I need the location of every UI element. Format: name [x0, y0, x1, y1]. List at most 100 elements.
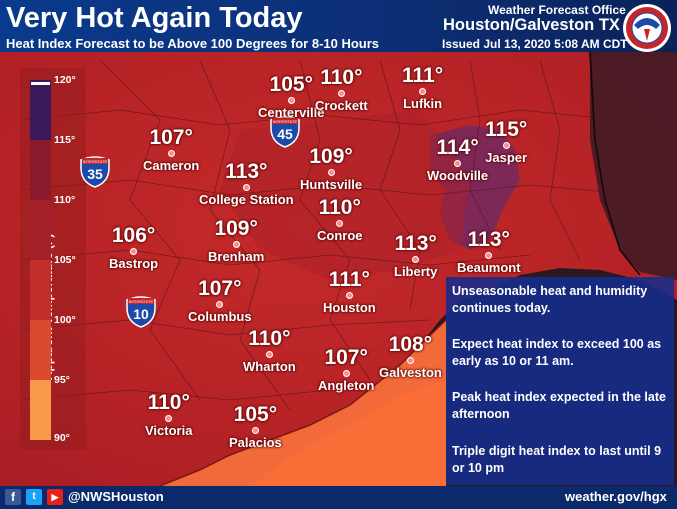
- city-name: Galveston: [379, 365, 442, 380]
- city-name: Bastrop: [109, 256, 159, 271]
- city-name: Wharton: [243, 359, 296, 374]
- office-name: Houston/Galveston TX: [443, 16, 620, 34]
- city-name: Houston: [323, 300, 376, 315]
- legend-tick-90: 90°: [54, 432, 70, 444]
- city-dot: [165, 415, 173, 422]
- city-galveston: 108° Galveston: [379, 334, 442, 380]
- legend-tick-120: 120°: [54, 74, 76, 86]
- city-dot: [419, 88, 427, 95]
- city-value: 106°: [111, 224, 156, 247]
- city-columbus: 107° Columbus: [188, 278, 252, 324]
- city-value: 114°: [436, 136, 479, 159]
- shield-45-number: 45: [277, 126, 293, 142]
- shield-10-number: 10: [133, 306, 149, 322]
- city-name: Centerville: [258, 105, 325, 120]
- interstate-45-shield-icon: INTERSTATE 45: [270, 116, 300, 148]
- interstate-10-shield-icon: INTERSTATE 10: [126, 296, 156, 328]
- facebook-icon[interactable]: f: [5, 489, 21, 505]
- city-name: Columbus: [188, 309, 252, 324]
- city-dot: [232, 241, 240, 248]
- city-value: 107°: [198, 277, 242, 300]
- info-panel: Unseasonable heat and humidity continues…: [446, 277, 674, 485]
- legend-tick-100: 100°: [54, 314, 76, 326]
- twitter-icon[interactable]: t: [26, 489, 42, 505]
- legend-tick-105: 105°: [54, 254, 76, 266]
- city-name: Angleton: [318, 378, 375, 393]
- city-houston: 111° Houston: [323, 269, 376, 315]
- city-brenham: 109° Brenham: [208, 218, 264, 264]
- city-name: College Station: [199, 192, 294, 207]
- city-value: 113°: [394, 232, 437, 255]
- city-value: 105°: [269, 73, 313, 96]
- office-label: Weather Forecast Office: [488, 3, 626, 17]
- city-dot: [216, 301, 224, 308]
- city-lufkin: 111° Lufkin: [402, 65, 443, 111]
- city-palacios: 105° Palacios: [229, 404, 282, 450]
- shield-10-label: INTERSTATE: [129, 299, 154, 304]
- city-name: Palacios: [229, 435, 282, 450]
- legend-color-bar: [30, 80, 51, 440]
- header-bar: [0, 0, 677, 52]
- heat-index-map: [0, 52, 677, 486]
- interstate-35-shield-icon: INTERSTATE 35: [80, 156, 110, 188]
- city-name: Jasper: [485, 150, 528, 165]
- city-dot: [251, 427, 259, 434]
- city-value: 108°: [388, 333, 433, 356]
- city-dot: [502, 142, 510, 149]
- city-dot: [342, 370, 350, 377]
- city-name: Victoria: [145, 423, 193, 438]
- city-name: Crockett: [315, 98, 368, 113]
- city-college-station: 113° College Station: [199, 161, 294, 207]
- city-dot: [167, 150, 175, 157]
- website-link[interactable]: weather.gov/hgx: [565, 489, 667, 504]
- youtube-icon[interactable]: ▶: [47, 489, 63, 505]
- city-crockett: 110° Crockett: [315, 67, 368, 113]
- city-dot: [242, 184, 250, 191]
- info-paragraph-3: Peak heat index expected in the late aft…: [452, 390, 666, 421]
- city-beaumont: 113° Beaumont: [457, 229, 521, 275]
- city-value: 113°: [467, 228, 510, 251]
- city-value: 111°: [328, 268, 370, 291]
- legend-tick-115: 115°: [54, 134, 76, 146]
- city-wharton: 110° Wharton: [243, 328, 296, 374]
- city-cameron: 107° Cameron: [143, 127, 199, 173]
- city-dot: [412, 256, 420, 263]
- shield-35-label: INTERSTATE: [83, 159, 108, 164]
- shield-35-number: 35: [87, 166, 103, 182]
- info-paragraph-2: Expect heat index to exceed 100 as early…: [452, 337, 662, 368]
- nws-logo-icon: [623, 4, 671, 52]
- legend-tick-110: 110°: [54, 194, 76, 206]
- city-woodville: 114° Woodville: [427, 137, 488, 183]
- footer-bar: [0, 486, 677, 509]
- city-conroe: 110° Conroe: [317, 197, 363, 243]
- page-title: Very Hot Again Today: [6, 2, 303, 34]
- city-value: 111°: [402, 64, 444, 87]
- city-huntsville: 109° Huntsville: [300, 146, 362, 192]
- info-paragraph-1: Unseasonable heat and humidity continues…: [452, 284, 648, 315]
- issued-timestamp: Issued Jul 13, 2020 5:08 AM CDT: [442, 37, 628, 51]
- city-name: Woodville: [427, 168, 489, 183]
- city-name: Lufkin: [403, 96, 443, 111]
- city-name: Brenham: [208, 249, 265, 264]
- city-dot: [454, 160, 462, 167]
- city-centerville: 105° Centerville: [258, 74, 324, 120]
- city-bastrop: 106° Bastrop: [109, 225, 158, 271]
- city-dot: [337, 90, 345, 97]
- city-value: 110°: [147, 391, 190, 414]
- social-handle[interactable]: @NWSHouston: [68, 489, 164, 504]
- shield-45-label: INTERSTATE: [273, 119, 298, 124]
- legend-tick-95: 95°: [54, 374, 70, 386]
- city-value: 107°: [324, 346, 368, 369]
- city-dot: [130, 248, 138, 255]
- legend-panel: Apparent Temperature (F) 120° 115° 110° …: [20, 68, 86, 450]
- city-name: Liberty: [394, 264, 438, 279]
- city-value: 105°: [233, 403, 278, 426]
- city-name: Cameron: [143, 158, 200, 173]
- city-value: 110°: [318, 196, 361, 219]
- city-dot: [336, 220, 344, 227]
- city-jasper: 115° Jasper: [485, 119, 527, 165]
- city-name: Huntsville: [300, 177, 363, 192]
- city-victoria: 110° Victoria: [145, 392, 192, 438]
- city-dot: [287, 97, 295, 104]
- city-dot: [345, 292, 353, 299]
